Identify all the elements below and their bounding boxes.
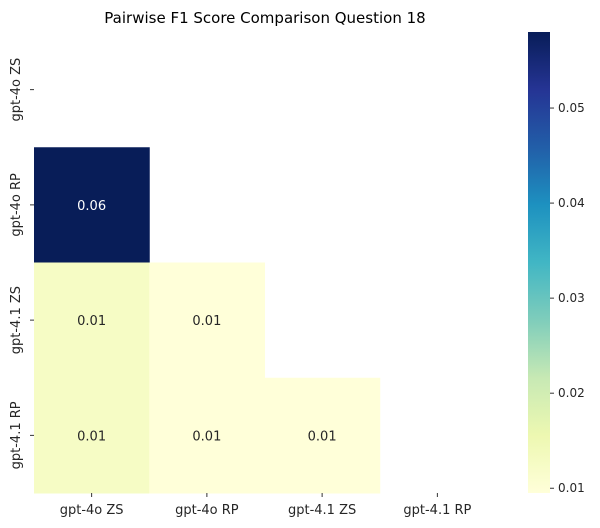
heatmap-cell (149, 377, 265, 494)
heatmap-cell (149, 262, 265, 379)
colorbar-tick-label: 0.05 (558, 101, 585, 115)
x-tick-label: gpt-4.1 RP (403, 503, 471, 518)
chart-title: Pairwise F1 Score Comparison Question 18 (104, 9, 425, 27)
heatmap-cell (264, 377, 381, 494)
cell-value-label: 0.01 (77, 314, 106, 329)
cell-value-label: 0.01 (77, 429, 106, 444)
cell-value-label: 0.01 (308, 429, 337, 444)
colorbar-tick-label: 0.01 (558, 481, 585, 495)
y-tick-label: gpt-4o ZS (9, 58, 24, 122)
colorbar-tick-label: 0.02 (558, 386, 585, 400)
colorbar-tick-label: 0.03 (558, 291, 585, 305)
x-tick-label: gpt-4o RP (175, 503, 239, 518)
cell-value-label: 0.06 (77, 199, 106, 214)
cell-value-label: 0.01 (192, 314, 221, 329)
y-tick-label: gpt-4.1 ZS (9, 286, 24, 354)
x-tick-label: gpt-4o ZS (60, 503, 124, 518)
x-tick-label: gpt-4.1 ZS (288, 503, 356, 518)
y-tick-label: gpt-4o RP (9, 173, 24, 237)
heatmap-cell (34, 377, 150, 494)
cell-value-label: 0.01 (192, 429, 221, 444)
y-tick-label: gpt-4.1 RP (9, 401, 24, 469)
heatmap-cell (34, 147, 150, 263)
colorbar-tick-label: 0.04 (558, 196, 585, 210)
heatmap-cell (34, 262, 150, 379)
colorbar (528, 32, 550, 493)
